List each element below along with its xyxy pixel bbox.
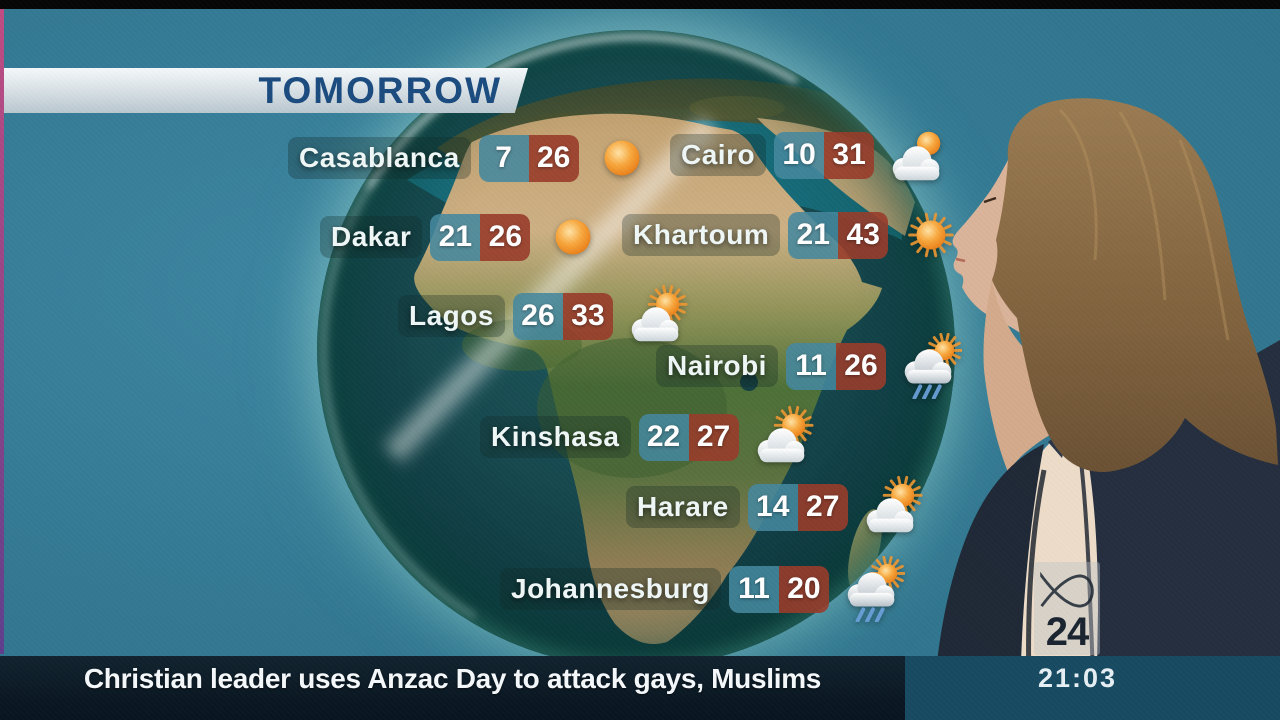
high-temp: 31 [824,131,875,179]
city-weather-row: Harare 14 27 [626,475,924,536]
city-name: Harare [626,486,740,528]
presenter-hair [992,98,1278,472]
city-name: Cairo [670,134,767,176]
city-name: Dakar [320,216,423,258]
partly-cloudy-rays-icon [623,283,689,349]
partly-cloudy-icon [884,122,950,188]
title-banner: TOMORROW [0,68,528,113]
abc-lissajous-icon [1040,571,1094,608]
abc-lissajous [1040,571,1094,608]
low-temp: 14 [747,483,798,531]
city-name: Khartoum [622,214,781,256]
high-temp: 27 [688,413,739,461]
low-temp: 21 [788,211,839,259]
ticker-headline: Christian leader uses Anzac Day to attac… [83,663,822,694]
partly-cloudy-rays-icon [858,474,924,540]
sunny-icon [540,204,606,270]
partly-cloudy-rays-icon [749,404,815,470]
city-name: Johannesburg [500,568,721,610]
high-temp: 33 [562,292,613,340]
city-weather-row: Cairo 10 31 [670,126,950,184]
showers-icon [896,333,962,399]
news-ticker-bar: Christian leader uses Anzac Day to attac… [0,656,905,720]
low-temp: 11 [728,565,779,613]
city-name: Kinshasa [480,416,631,458]
low-temp: 26 [512,292,563,340]
time-bar: 21:03 [905,656,1280,720]
high-temp: 26 [528,134,579,182]
channel-number: 24 [1045,610,1089,654]
high-temp: 26 [835,342,886,390]
city-weather-row: Kinshasa 22 27 [480,405,815,466]
abc-24-logo: 24 [1034,562,1100,655]
city-weather-row: Khartoum 21 43 [622,206,964,264]
low-temp: 21 [430,213,481,261]
city-name: Lagos [398,295,505,337]
city-weather-row: Casablanca 7 26 [288,129,655,187]
low-temp: 11 [785,342,836,390]
city-name: Nairobi [656,345,778,387]
city-weather-row: Lagos 26 33 [398,284,689,345]
low-temp: 7 [478,134,529,182]
high-temp: 43 [838,211,889,259]
low-temp: 10 [774,131,825,179]
city-name: Casablanca [288,137,471,179]
top-black-bar [0,0,1280,9]
sunny-rays-icon [898,202,964,268]
high-temp: 26 [480,213,531,261]
showers-icon [839,556,905,622]
low-temp: 22 [638,413,689,461]
sunny-icon [589,125,655,191]
banner-title: TOMORROW [258,69,502,111]
left-edge-strip [0,9,4,654]
city-weather-row: Dakar 21 26 [320,208,606,266]
city-weather-row: Johannesburg 11 20 [500,556,905,622]
high-temp: 20 [778,565,829,613]
city-weather-row: Nairobi 11 26 [656,333,962,399]
presenter-face [952,160,1045,395]
high-temp: 27 [797,483,848,531]
clock-time: 21:03 [1038,663,1118,693]
